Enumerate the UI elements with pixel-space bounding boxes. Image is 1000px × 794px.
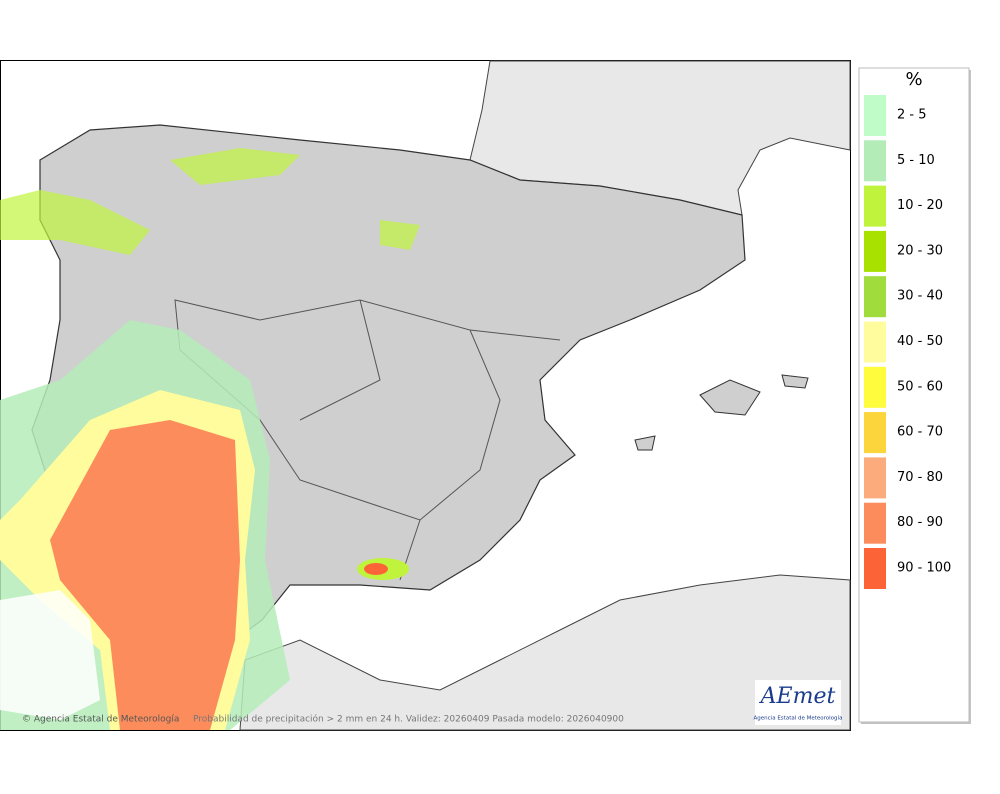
legend-label: 50 - 60 <box>897 379 943 394</box>
region-borders <box>174 299 561 581</box>
precip-gap <box>0 590 100 720</box>
legend-swatch <box>864 502 886 544</box>
logo-name: AEmet <box>759 684 836 709</box>
legend-swatch <box>864 321 886 363</box>
africa <box>239 574 851 731</box>
legend-label: 30 - 40 <box>897 289 943 304</box>
legend-label: 5 - 10 <box>897 153 935 168</box>
precip-north <box>0 148 420 255</box>
footer-credit: © Agencia Estatal de Meteorología <box>22 715 179 725</box>
legend-label: 10 - 20 <box>897 198 943 213</box>
legend-label: 60 - 70 <box>897 425 943 440</box>
legend-swatch <box>864 140 886 182</box>
legend-label: 2 - 5 <box>897 108 927 123</box>
legend-swatch <box>864 185 886 227</box>
legend-swatch <box>864 457 886 499</box>
legend-label: 20 - 30 <box>897 243 943 258</box>
logo-subtitle: Agencia Estatal de Meteorología <box>754 715 843 722</box>
legend-label: 90 - 100 <box>897 561 951 576</box>
footer-description: Probabilidad de precipitación > 2 mm en … <box>193 714 624 725</box>
precip-granada-core <box>364 563 388 575</box>
legend-swatch <box>864 230 886 272</box>
logo-box <box>755 680 841 725</box>
legend-swatch <box>864 412 886 454</box>
legend-label: 80 - 90 <box>897 515 943 530</box>
legend-swatch <box>864 276 886 318</box>
legend-swatch <box>864 548 886 589</box>
legend-swatch <box>864 366 886 408</box>
legend-label: 70 - 80 <box>897 470 943 485</box>
legend-swatch <box>864 95 886 136</box>
legend-title: % <box>905 69 922 90</box>
map: © Agencia Estatal de Meteorología Probab… <box>0 60 851 731</box>
balearic-islands <box>634 374 809 451</box>
legend-label: 40 - 50 <box>897 334 943 349</box>
precip-high <box>50 420 240 730</box>
legend: % 2 - 5 5 - 10 10 - 20 20 - 30 30 - 40 40 - 5… <box>858 67 971 724</box>
